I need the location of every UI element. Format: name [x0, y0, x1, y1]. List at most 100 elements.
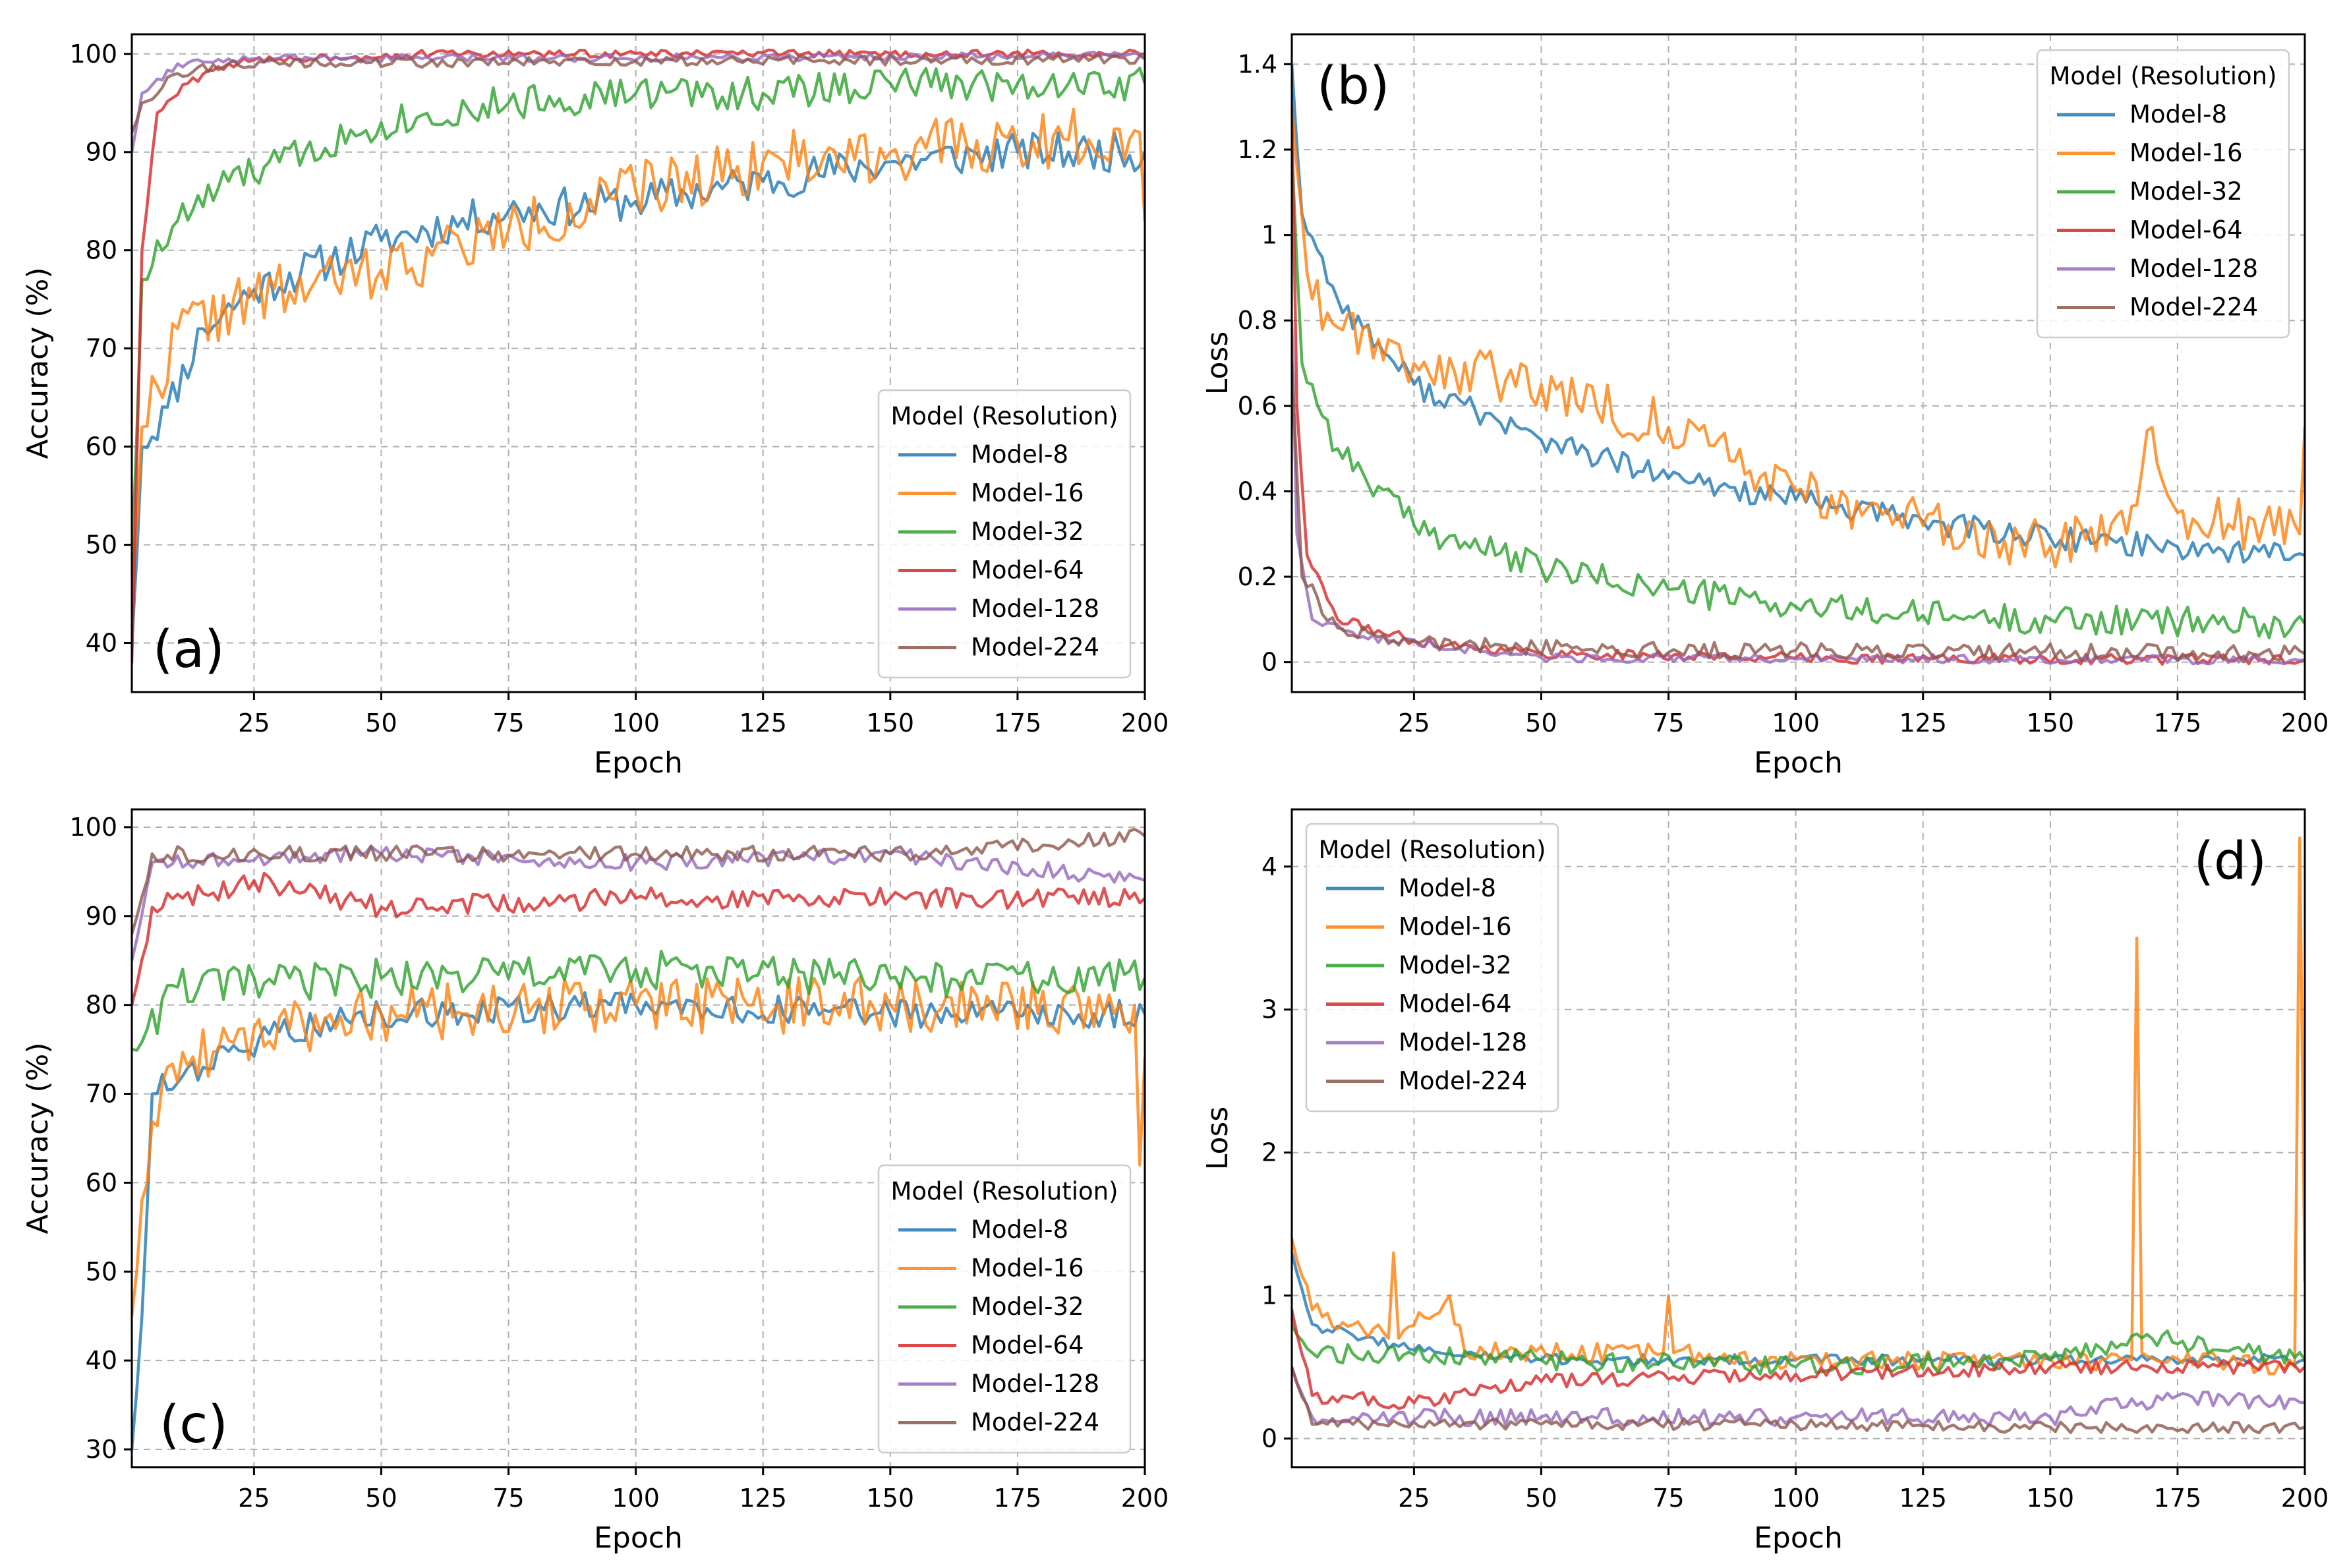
legend: Model (Resolution) Model-8 Model-16 Model-3… [1305, 823, 1559, 1113]
panel-label: (d) [2194, 832, 2267, 891]
legend-item-label: Model-64 [2130, 216, 2243, 245]
legend-item-label: Model-224 [971, 633, 1099, 662]
x-axis-title: Epoch [1754, 746, 1843, 780]
x-tick-label: 175 [994, 709, 1042, 738]
panel-0: 25 50 75 100 125 150 175 200 40 50 60 70 80 90 100 Epoc… [21, 33, 1169, 780]
series-line-model-128 [1292, 1365, 2305, 1428]
legend-item-label: Model-224 [971, 1408, 1099, 1437]
x-axis-title: Epoch [594, 1521, 683, 1555]
y-tick-label: 100 [69, 813, 117, 842]
series-line-model-128 [132, 844, 1145, 962]
legend-box [877, 389, 1132, 679]
series-line-model-16 [1292, 105, 2305, 569]
x-tick-label: 100 [612, 1484, 660, 1513]
x-tick-label: 50 [365, 709, 397, 738]
x-tick-label: 125 [739, 709, 787, 738]
legend: Model (Resolution) Model-8 Model-16 Model-3… [2036, 49, 2290, 339]
series-group [132, 827, 1145, 1451]
y-tick-label: 80 [86, 236, 117, 265]
x-axis-title: Epoch [1754, 1521, 1843, 1555]
x-tick-label: 200 [1121, 1484, 1169, 1513]
legend: Model (Resolution) Model-8 Model-16 Model-3… [877, 1164, 1132, 1454]
x-tick-label: 100 [1772, 1484, 1820, 1513]
x-tick-label: 150 [867, 1484, 915, 1513]
y-tick-label: 80 [86, 991, 117, 1020]
y-tick-label: 0.4 [1238, 477, 1277, 506]
x-tick-label: 125 [739, 1484, 787, 1513]
x-tick-label: 100 [612, 709, 660, 738]
x-tick-label: 75 [1652, 1484, 1684, 1513]
y-tick-label: 30 [86, 1435, 117, 1464]
series-line-model-224 [1292, 1365, 2305, 1435]
y-tick-label: 90 [86, 902, 117, 931]
panel-2: 25 50 75 100 125 150 175 200 30 40 50 60 70 80 90 100 Ep… [21, 808, 1169, 1555]
series-line-model-64 [132, 871, 1145, 1006]
legend-item-label: Model-16 [2130, 139, 2243, 167]
plot-frame [130, 808, 1146, 1468]
legend-item-label: Model-64 [971, 1331, 1084, 1360]
x-tick-label: 150 [867, 709, 915, 738]
y-axis-title: Accuracy (%) [21, 1042, 55, 1234]
y-tick-label: 60 [86, 1168, 117, 1197]
y-tick-label: 4 [1261, 852, 1277, 881]
series-line-model-32 [132, 67, 1145, 566]
y-tick-label: 40 [86, 629, 117, 658]
legend-item-label: Model-8 [1399, 874, 1496, 902]
panel-3: 25 50 75 100 125 150 175 200 0 1 2 3 4 Epoch Loss (d) Mo… [1201, 808, 2329, 1555]
legend-title: Model (Resolution) [890, 402, 1118, 430]
x-tick-label: 150 [2027, 1484, 2075, 1513]
x-tick-label: 100 [1772, 709, 1820, 738]
series-line-model-8 [1292, 63, 2305, 564]
plot-frame [130, 33, 1146, 693]
legend-item-label: Model-128 [2130, 254, 2258, 283]
x-tick-label: 200 [1121, 709, 1169, 738]
x-tick-label: 25 [238, 709, 270, 738]
series-line-model-32 [1292, 1322, 2305, 1376]
series-line-model-8 [132, 991, 1145, 1451]
y-tick-label: 70 [86, 1080, 117, 1109]
series-group [1292, 63, 2305, 666]
legend-item-label: Model-32 [2130, 177, 2243, 206]
series-line-model-128 [132, 50, 1145, 154]
plot-frame [1290, 33, 2306, 693]
x-tick-label: 75 [492, 709, 524, 738]
legend-box [2036, 49, 2290, 339]
y-tick-label: 40 [86, 1346, 117, 1375]
x-tick-label: 200 [2281, 1484, 2329, 1513]
x-tick-label: 175 [2154, 1484, 2202, 1513]
series-group [1292, 836, 2305, 1435]
x-tick-label: 125 [1899, 709, 1947, 738]
y-tick-label: 70 [86, 334, 117, 363]
legend-item-label: Model-64 [1399, 990, 1512, 1018]
legend-item-label: Model-16 [1399, 913, 1512, 941]
y-tick-label: 0.6 [1238, 392, 1277, 421]
legend-box [1305, 823, 1559, 1113]
x-tick-label: 150 [2027, 709, 2075, 738]
legend-box [877, 1164, 1132, 1454]
y-tick-label: 50 [86, 1257, 117, 1286]
x-tick-label: 75 [492, 1484, 524, 1513]
y-axis-title: Loss [1201, 1107, 1234, 1171]
y-tick-label: 0.2 [1238, 562, 1277, 591]
legend-item-label: Model-8 [971, 440, 1068, 469]
y-tick-label: 0 [1261, 1424, 1277, 1453]
x-tick-label: 25 [238, 1484, 270, 1513]
legend-item-label: Model-16 [971, 1254, 1084, 1283]
series-line-model-224 [132, 827, 1145, 936]
legend-item-label: Model-8 [971, 1215, 1068, 1244]
y-tick-label: 60 [86, 432, 117, 461]
legend-item-label: Model-128 [971, 1370, 1099, 1398]
x-tick-label: 50 [1525, 709, 1557, 738]
series-group [132, 48, 1145, 664]
legend-item-label: Model-16 [971, 479, 1084, 508]
legend-item-label: Model-224 [1399, 1067, 1527, 1095]
y-tick-label: 1 [1261, 1281, 1277, 1310]
y-tick-label: 0.8 [1238, 306, 1277, 335]
series-line-model-64 [1292, 1308, 2305, 1410]
x-tick-label: 50 [1525, 1484, 1557, 1513]
series-line-model-32 [1292, 148, 2305, 639]
panel-label: (c) [159, 1395, 228, 1455]
y-tick-label: 1.4 [1238, 49, 1277, 78]
series-line-model-16 [132, 107, 1145, 596]
